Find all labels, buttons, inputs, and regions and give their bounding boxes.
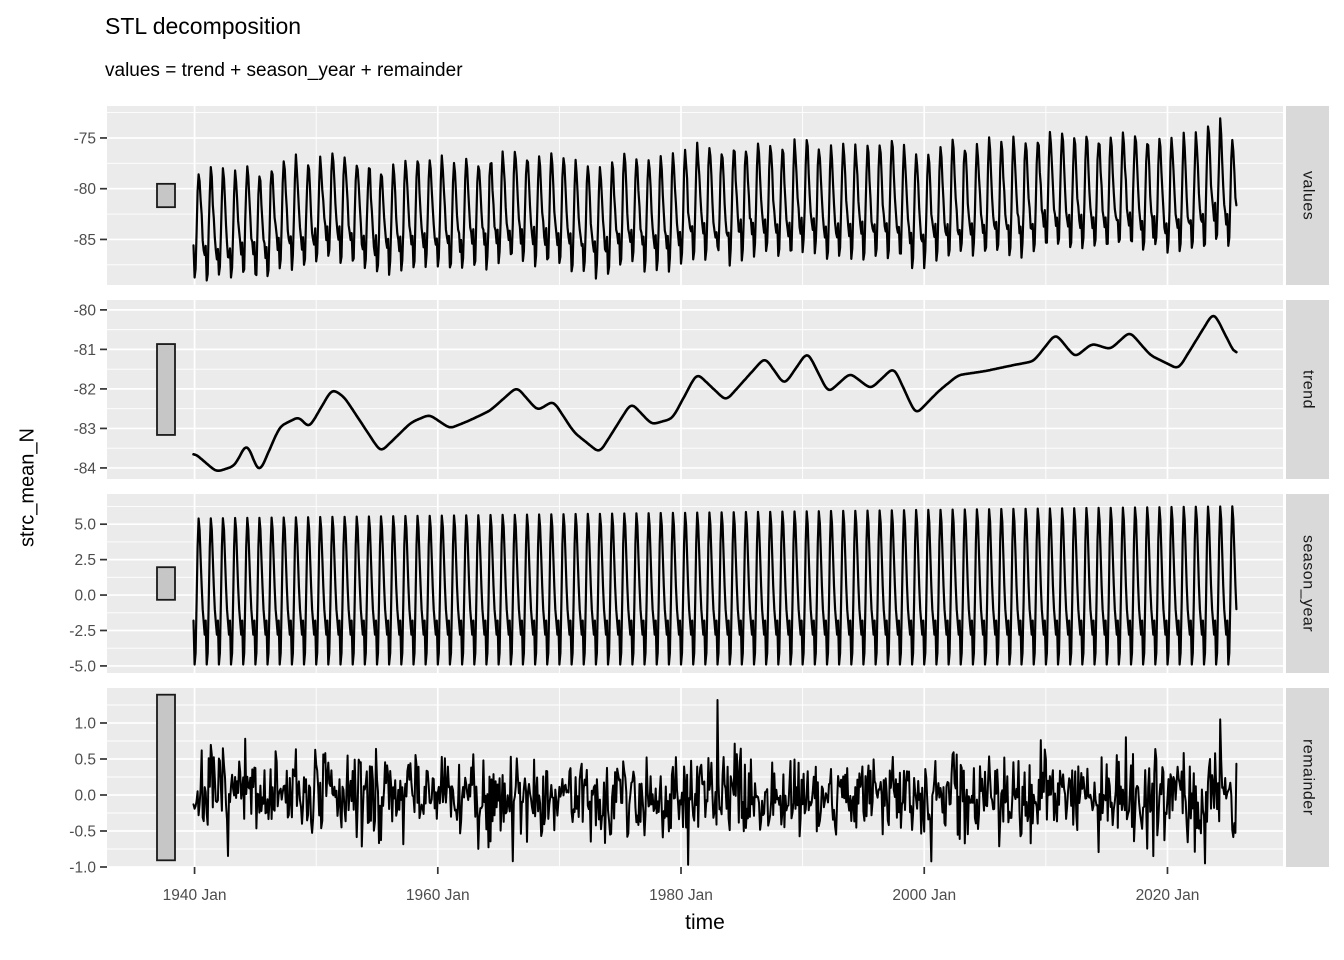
y-tick-label: -1.0 [69,860,96,877]
y-tick-label: -81 [74,342,96,359]
y-tick-label: 5.0 [74,517,96,534]
x-tick-label: 1980 Jan [649,887,713,904]
y-tick-label: -75 [74,130,96,147]
x-axis-title: time [685,911,725,934]
y-tick-label: -5.0 [69,658,96,675]
x-tick-label: 2020 Jan [1136,887,1200,904]
y-tick-label: -85 [74,232,96,249]
scale-bar-season_year [156,566,176,601]
y-tick-label: -80 [74,181,97,198]
y-tick-label: -2.5 [69,623,96,640]
x-tick-label: 1960 Jan [406,887,470,904]
y-tick-label: -82 [74,381,96,398]
facet-strip-trend: trend [1286,300,1329,479]
x-tick-label: 2000 Jan [892,887,956,904]
plot-subtitle: values = trend + season_year + remainder [105,60,463,81]
facet-strip-season_year: season_year [1286,494,1329,673]
y-tick-label: -0.5 [69,823,96,840]
strip-label: trend [1299,370,1317,409]
y-tick-label: -83 [74,421,96,438]
series-line-values [192,117,1238,282]
series-line-trend [192,314,1238,472]
y-tick-label: 0.5 [74,751,96,768]
y-tick-label: -80 [74,302,97,319]
y-tick-label: 1.0 [74,715,96,732]
y-tick-label: 0.0 [74,588,96,605]
scale-bar-values [156,182,176,209]
strip-label: season_year [1299,534,1317,633]
series-line-remainder [192,699,1238,866]
strip-label: remainder [1299,739,1317,816]
scale-bar-trend [156,343,176,436]
facet-strip-remainder: remainder [1286,688,1329,867]
strip-label: values [1299,170,1317,221]
facet-strip-values: values [1286,106,1329,285]
y-tick-label: 2.5 [74,552,96,569]
x-tick-label: 1940 Jan [163,887,227,904]
plot-title: STL decomposition [105,13,302,39]
scale-bar-remainder [156,693,176,862]
y-tick-label: -84 [74,460,97,477]
y-tick-label: 0.0 [74,787,96,804]
series-line-season_year [192,505,1238,666]
